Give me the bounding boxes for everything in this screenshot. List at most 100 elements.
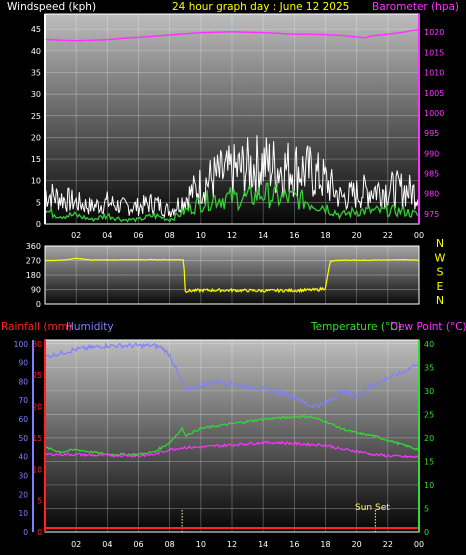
series-wind-direction bbox=[44, 257, 420, 294]
y-tick-label: 40 bbox=[18, 453, 28, 462]
y-tick-label: 25 bbox=[424, 410, 434, 419]
y-tick-label: 40 bbox=[31, 47, 41, 56]
rain-y-axis: 0 5 10 15 20 25 30 bbox=[32, 340, 42, 537]
x-tick-label: 22 bbox=[383, 540, 393, 549]
chart-title: 24 hour graph day : June 12 2025 bbox=[172, 1, 349, 13]
y-tick-label: 995 bbox=[424, 129, 439, 138]
x-tick-label: 14 bbox=[258, 231, 268, 240]
x-tick-label: 08 bbox=[165, 231, 175, 240]
x-tick-label: 16 bbox=[289, 231, 299, 240]
direction-y-axis: 0 90 180 270 360 bbox=[26, 242, 41, 309]
rainfall-label: Rainfall (mm) bbox=[1, 321, 72, 333]
x-tick-label: 00 bbox=[414, 231, 424, 240]
y-tick-label: 35 bbox=[424, 363, 434, 372]
y-tick-label: 45 bbox=[31, 25, 41, 34]
y-tick-label: 20 bbox=[32, 403, 42, 412]
y-tick-label: 270 bbox=[26, 257, 41, 266]
x-tick-label: 16 bbox=[289, 540, 299, 549]
temp-x-axis: 02 04 06 08 10 12 14 16 18 20 22 00 bbox=[71, 540, 424, 549]
baro-y-axis: 975 980 985 990 995 1000 1005 1010 1015 1020 bbox=[424, 28, 444, 219]
compass-label: S bbox=[437, 266, 444, 279]
x-tick-label: 20 bbox=[352, 231, 362, 240]
y-tick-label: 25 bbox=[32, 371, 42, 380]
y-tick-label: 1010 bbox=[424, 69, 444, 78]
direction-plot-area bbox=[45, 246, 419, 304]
y-tick-label: 20 bbox=[424, 434, 434, 443]
x-tick-label: 12 bbox=[227, 540, 237, 549]
humidity-y-axis: 0 10 20 30 40 50 60 70 80 90 100 bbox=[14, 340, 29, 537]
x-tick-label: 20 bbox=[352, 540, 362, 549]
y-tick-label: 100 bbox=[14, 340, 29, 349]
windspeed-label: Windspeed (kph) bbox=[7, 1, 96, 13]
y-tick-label: 0 bbox=[424, 528, 429, 537]
x-tick-label: 08 bbox=[165, 540, 175, 549]
wind-x-axis: 02 04 06 08 10 12 14 16 18 20 22 00 bbox=[71, 231, 424, 240]
y-tick-label: 0 bbox=[37, 528, 42, 537]
y-tick-label: 0 bbox=[23, 528, 28, 537]
compass-label: W bbox=[435, 251, 446, 264]
y-tick-label: 1020 bbox=[424, 28, 444, 37]
y-tick-label: 25 bbox=[31, 112, 41, 121]
y-tick-label: 360 bbox=[26, 242, 41, 251]
y-tick-label: 985 bbox=[424, 170, 439, 179]
y-tick-label: 980 bbox=[424, 190, 439, 199]
y-tick-label: 5 bbox=[36, 198, 41, 207]
y-tick-label: 1015 bbox=[424, 48, 444, 57]
y-tick-label: 30 bbox=[31, 90, 41, 99]
temp-y-axis: 0 5 10 15 20 25 30 35 40 bbox=[424, 340, 434, 537]
x-tick-label: 06 bbox=[133, 540, 143, 549]
temp-humidity-chart: 0 10 20 30 40 50 60 70 80 90 100 0 5 10 15 20 25 30 0 5 10… bbox=[1, 321, 466, 549]
series-barometer bbox=[44, 28, 420, 42]
dewpoint-label: Dew Point (°C) bbox=[390, 321, 466, 333]
compass-label: N bbox=[436, 294, 444, 307]
y-tick-label: 10 bbox=[18, 509, 28, 518]
temp-plot-area bbox=[45, 340, 419, 532]
series-wind-gust bbox=[44, 135, 420, 218]
x-tick-label: 18 bbox=[320, 231, 330, 240]
x-tick-label: 04 bbox=[102, 540, 112, 549]
x-tick-label: 02 bbox=[71, 231, 81, 240]
y-tick-label: 70 bbox=[18, 396, 28, 405]
y-tick-label: 10 bbox=[32, 465, 42, 474]
y-tick-label: 90 bbox=[18, 359, 28, 368]
y-tick-label: 15 bbox=[424, 457, 434, 466]
compass-label: N bbox=[436, 237, 444, 250]
y-tick-label: 15 bbox=[31, 155, 41, 164]
humidity-label: Humidity bbox=[66, 321, 114, 333]
x-tick-label: 12 bbox=[227, 231, 237, 240]
y-tick-label: 180 bbox=[26, 271, 41, 280]
compass-label: E bbox=[437, 280, 444, 293]
y-tick-label: 30 bbox=[32, 340, 42, 349]
series-dewpoint bbox=[44, 440, 420, 459]
barometer-label: Barometer (hpa) bbox=[372, 1, 459, 13]
y-tick-label: 30 bbox=[18, 472, 28, 481]
y-tick-label: 20 bbox=[18, 490, 28, 499]
y-tick-label: 35 bbox=[31, 68, 41, 77]
y-tick-label: 990 bbox=[424, 149, 439, 158]
x-tick-label: 06 bbox=[133, 231, 143, 240]
x-tick-label: 14 bbox=[258, 540, 268, 549]
y-tick-label: 30 bbox=[424, 387, 434, 396]
temperature-label: Temperature (°C) bbox=[310, 321, 402, 333]
series-wind-avg bbox=[44, 182, 419, 223]
y-tick-label: 80 bbox=[18, 377, 28, 386]
y-tick-label: 5 bbox=[37, 497, 42, 506]
x-tick-label: 02 bbox=[71, 540, 81, 549]
wind-y-axis: 0 5 10 15 20 25 30 35 40 45 bbox=[31, 25, 41, 229]
y-tick-label: 1005 bbox=[424, 89, 444, 98]
sunset-label: Sun Set bbox=[355, 503, 390, 513]
y-tick-label: 60 bbox=[18, 415, 28, 424]
y-tick-label: 5 bbox=[424, 504, 429, 513]
y-tick-label: 10 bbox=[424, 481, 434, 490]
y-tick-label: 0 bbox=[36, 300, 41, 309]
wind-series bbox=[44, 28, 420, 223]
temp-series bbox=[44, 342, 420, 532]
y-tick-label: 1000 bbox=[424, 109, 444, 118]
y-tick-label: 50 bbox=[18, 434, 28, 443]
x-tick-label: 22 bbox=[383, 231, 393, 240]
direction-series bbox=[44, 257, 420, 294]
